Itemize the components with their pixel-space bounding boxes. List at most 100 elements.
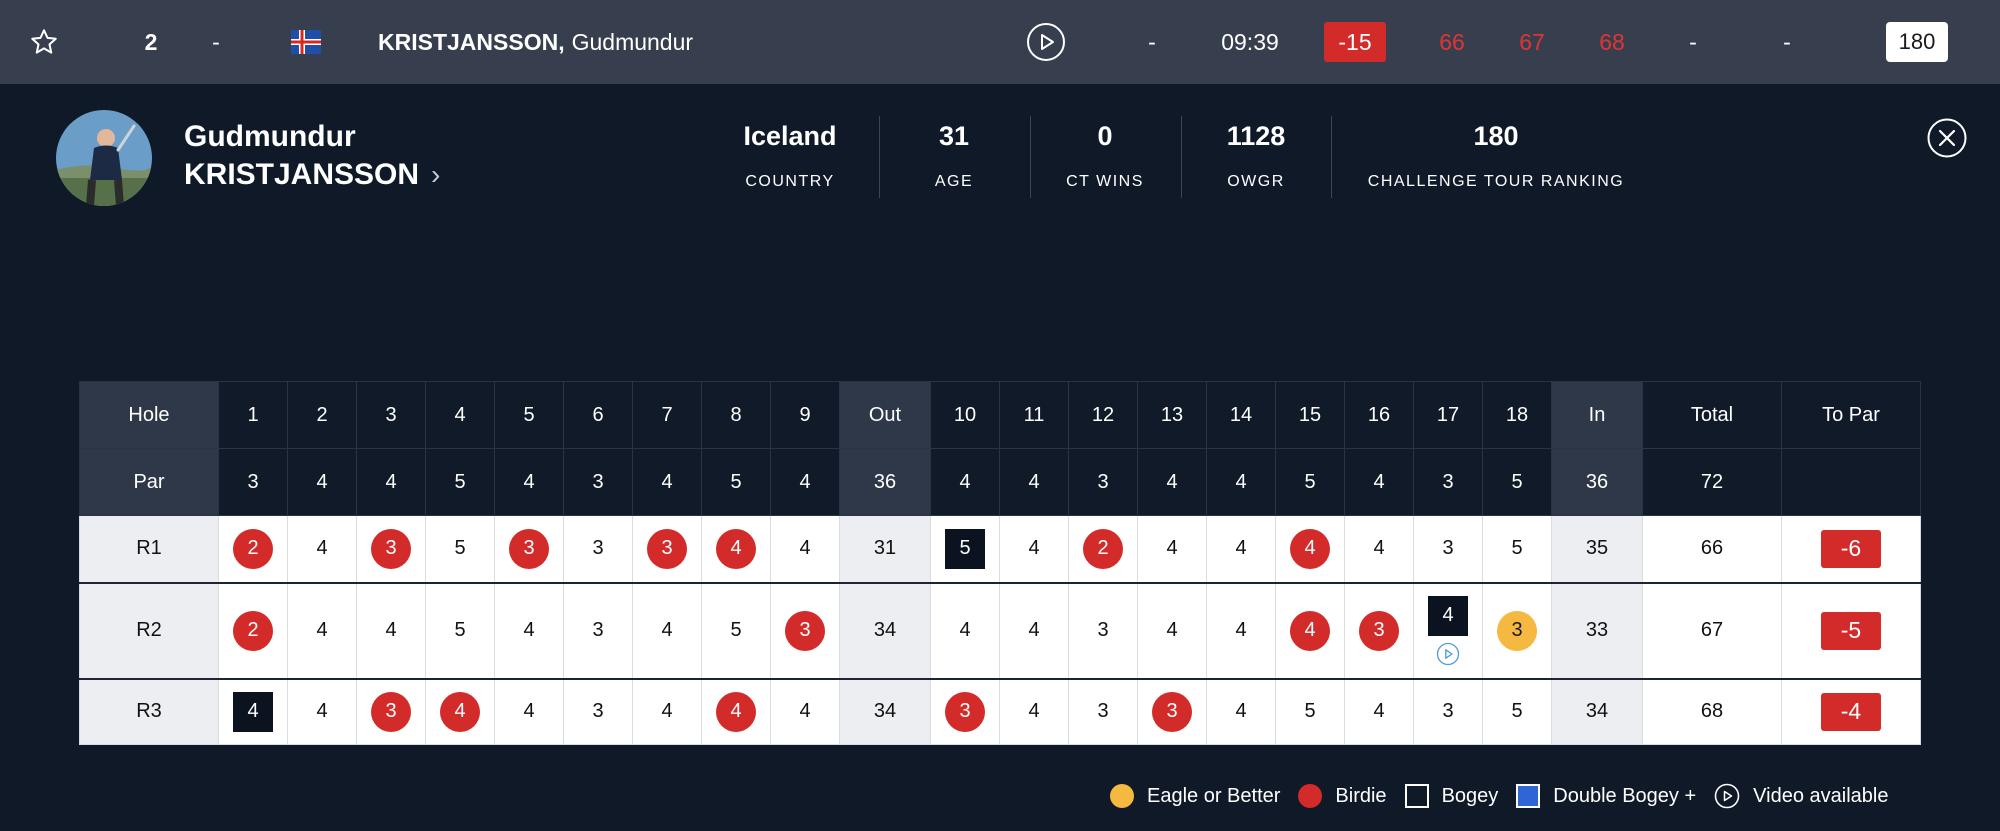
stat-divider — [1030, 116, 1031, 198]
to-par-badge: -4 — [1821, 692, 1881, 731]
stat-divider — [879, 116, 880, 198]
score-cell: 34 — [839, 582, 931, 680]
par-value: 4 — [632, 448, 702, 516]
score: 5 — [1304, 700, 1316, 723]
score: 5 — [454, 537, 466, 560]
par-value: 4 — [356, 448, 426, 516]
score-wrap: 3 — [647, 528, 687, 569]
stat-ranking-value: 180 — [1473, 121, 1519, 151]
score-cell: 4 — [287, 678, 357, 745]
score-wrap: 4 — [509, 611, 549, 651]
score-wrap: 4 — [1014, 692, 1054, 732]
score-cell: 4 — [770, 515, 840, 584]
round-2-score: 67 — [1519, 28, 1545, 55]
score-wrap: 34 — [865, 611, 905, 651]
par-value: 3 — [218, 448, 288, 516]
score-wrap: 2 — [233, 528, 273, 569]
score: 4 — [959, 619, 971, 641]
score-cell: 5 — [1482, 515, 1552, 584]
score-wrap: 3 — [509, 528, 549, 569]
birdie-score: 3 — [371, 691, 411, 732]
position-move: - — [212, 28, 220, 55]
score: 5 — [1511, 700, 1523, 723]
avatar[interactable] — [56, 110, 152, 206]
birdie-score: 3 — [647, 528, 687, 569]
score-cell: 3 — [563, 582, 633, 680]
par-value: 36 — [1551, 448, 1643, 516]
score: 4 — [1373, 537, 1385, 560]
chevron-right-icon: › — [431, 159, 441, 190]
stat-owgr-value: 1128 — [1226, 121, 1286, 151]
score: 4 — [316, 619, 328, 641]
par-value: 3 — [1413, 448, 1483, 516]
double-bogey-swatch — [1516, 784, 1541, 808]
player-last-name: KRISTJANSSON, — [378, 28, 565, 55]
score-cell: 3 — [632, 515, 702, 584]
score-cell: 31 — [839, 515, 931, 584]
birdie-score: 3 — [945, 691, 985, 732]
score: 33 — [1585, 619, 1609, 641]
hole-header: 18 — [1482, 381, 1552, 449]
stat-ct-wins-label: CT WINS — [1066, 173, 1144, 190]
scorecard-table: Hole 1 2 3 4 5 6 7 8 9 Out 10 11 12 13 14 15 16 17 18 In Tota… — [79, 381, 1921, 745]
score-wrap: 4 — [302, 529, 342, 569]
stat-divider — [1181, 116, 1182, 198]
legend: Eagle or Better Birdie Bogey Double Boge… — [1110, 776, 1888, 816]
score: 35 — [1585, 537, 1609, 560]
score-cell: 4 — [494, 678, 564, 745]
player-profile-link[interactable]: KRISTJANSSON › — [184, 158, 440, 192]
hole-header: 9 — [770, 381, 840, 449]
to-par-badge: -6 — [1821, 529, 1881, 568]
play-icon[interactable] — [1024, 0, 1068, 84]
video-icon[interactable] — [1436, 642, 1460, 666]
score-cell: 2 — [1068, 515, 1138, 584]
score: 4 — [385, 619, 397, 641]
birdie-score: 3 — [1152, 691, 1192, 732]
score-cell: 67 — [1642, 582, 1782, 680]
score: 68 — [1700, 700, 1724, 723]
par-value: 5 — [425, 448, 495, 516]
score-wrap: 33 — [1577, 611, 1617, 651]
score-wrap: 4 — [1428, 595, 1468, 666]
score-cell: 3 — [356, 678, 426, 745]
score-wrap: 3 — [578, 692, 618, 732]
stat-age-value: 31 — [938, 121, 970, 151]
legend-birdie: Birdie — [1298, 784, 1387, 808]
score-wrap: 5 — [440, 611, 480, 651]
to-par-cell: -4 — [1781, 678, 1921, 745]
score-cell: 4 — [999, 582, 1069, 680]
birdie-score: 4 — [440, 691, 480, 732]
score-wrap: 31 — [865, 529, 905, 569]
video-icon — [1714, 783, 1740, 809]
score-cell: 4 — [287, 582, 357, 680]
close-icon[interactable] — [1927, 118, 1967, 158]
to-par-badge: -5 — [1821, 611, 1881, 650]
player-name[interactable]: KRISTJANSSON, Gudmundur — [378, 0, 693, 84]
star-icon[interactable] — [22, 0, 66, 84]
birdie-swatch — [1298, 784, 1323, 808]
score-cell: 5 — [1482, 678, 1552, 745]
score: 5 — [1511, 537, 1523, 560]
score-cell: 5 — [1275, 678, 1345, 745]
score-cell: 3 — [356, 515, 426, 584]
leaderboard-row[interactable]: 2 - KRISTJANSSON, Gudmundur - 09:39 -15 … — [0, 0, 2000, 84]
score-cell: 34 — [1551, 678, 1643, 745]
score-cell: 66 — [1642, 515, 1782, 584]
score-wrap: 3 — [1083, 692, 1123, 732]
hole-header: To Par — [1781, 381, 1921, 449]
stat-age-label: AGE — [934, 173, 974, 190]
par-value: 5 — [701, 448, 771, 516]
score: 5 — [454, 619, 466, 641]
score-wrap: 3 — [1359, 610, 1399, 651]
score: 3 — [1097, 700, 1109, 723]
par-value: 4 — [1206, 448, 1276, 516]
tee-time: 09:39 — [1221, 28, 1279, 55]
par-label: Par — [79, 448, 219, 516]
to-par-cell: -5 — [1781, 582, 1921, 680]
score-wrap: 5 — [1497, 529, 1537, 569]
score-wrap: 34 — [865, 692, 905, 732]
score-cell: 4 — [494, 582, 564, 680]
score: 66 — [1700, 537, 1724, 560]
score: 4 — [1166, 619, 1178, 641]
hole-header: 12 — [1068, 381, 1138, 449]
